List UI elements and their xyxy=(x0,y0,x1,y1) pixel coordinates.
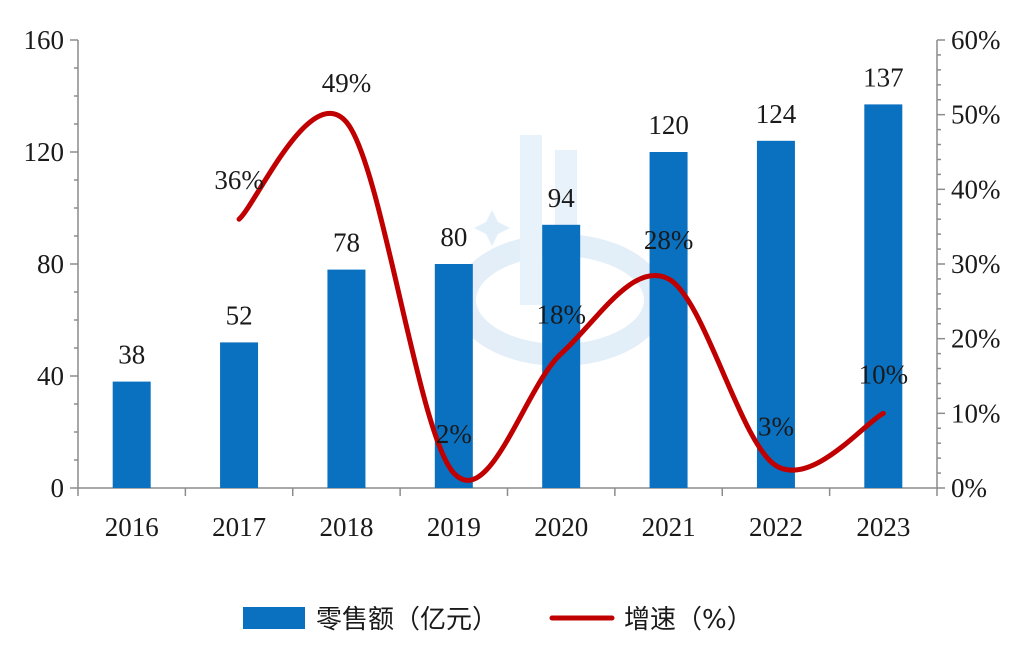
x-tick-label: 2021 xyxy=(642,512,696,542)
y-right-tick-label: 40% xyxy=(951,174,1001,204)
y-left-tick-label: 80 xyxy=(37,249,64,279)
line-value-label: 2% xyxy=(436,419,472,449)
y-left-tick-label: 160 xyxy=(24,25,65,55)
line-series xyxy=(236,110,886,483)
bar xyxy=(220,342,259,488)
legend: 零售额（亿元） 增速（%） xyxy=(243,605,753,635)
y-left-tick-label: 120 xyxy=(24,137,65,167)
x-tick-label: 2020 xyxy=(534,512,588,542)
y-right-tick-label: 10% xyxy=(951,398,1001,428)
line-value-label: 28% xyxy=(644,225,694,255)
legend-label-line: 增速（%） xyxy=(624,605,753,635)
legend-label-bar: 零售额（亿元） xyxy=(316,605,498,635)
y-left-tick-label: 40 xyxy=(37,361,64,391)
line-value-label: 36% xyxy=(214,165,264,195)
x-tick-label: 2022 xyxy=(749,512,803,542)
y-right-tick-label: 50% xyxy=(951,100,1001,130)
y-right-tick-label: 30% xyxy=(951,249,1001,279)
line-value-label: 10% xyxy=(859,359,909,389)
bar-value-label: 80 xyxy=(440,222,467,252)
y-right-tick-label: 0% xyxy=(951,473,987,503)
bar xyxy=(864,104,903,489)
y-right-tick-label: 60% xyxy=(951,25,1001,55)
x-tick-label: 2017 xyxy=(212,512,266,542)
bar-value-label: 94 xyxy=(548,183,576,213)
bar-value-label: 38 xyxy=(118,340,145,370)
bar xyxy=(649,152,688,488)
line-value-label: 18% xyxy=(536,300,586,330)
x-tick-label: 2023 xyxy=(856,512,910,542)
x-tick-label: 2016 xyxy=(105,512,159,542)
bar xyxy=(112,381,151,488)
bar-value-label: 120 xyxy=(648,110,689,140)
line-value-label: 3% xyxy=(758,412,794,442)
bar-series xyxy=(112,104,903,489)
x-tick-label: 2018 xyxy=(319,512,373,542)
bar xyxy=(327,269,366,488)
bar-value-label: 137 xyxy=(863,62,904,92)
line-value-label: 49% xyxy=(322,68,372,98)
bar-value-label: 78 xyxy=(333,228,360,258)
y-right-tick-label: 20% xyxy=(951,324,1001,354)
y-left-tick-label: 0 xyxy=(51,473,65,503)
x-tick-label: 2019 xyxy=(427,512,481,542)
bar-value-label: 52 xyxy=(226,300,253,330)
legend-swatch-bar xyxy=(243,607,305,629)
bar-value-label: 124 xyxy=(756,99,797,129)
data-labels: 38 52 78 80 94 120 124 137 36% 49% 2% 18% 28% 3% 10% xyxy=(118,62,908,449)
bar xyxy=(756,140,795,489)
axes: 0 40 80 120 160 0% 10% 20% 30% 40% 50% 60% 2016 2017 2… xyxy=(24,25,1001,542)
